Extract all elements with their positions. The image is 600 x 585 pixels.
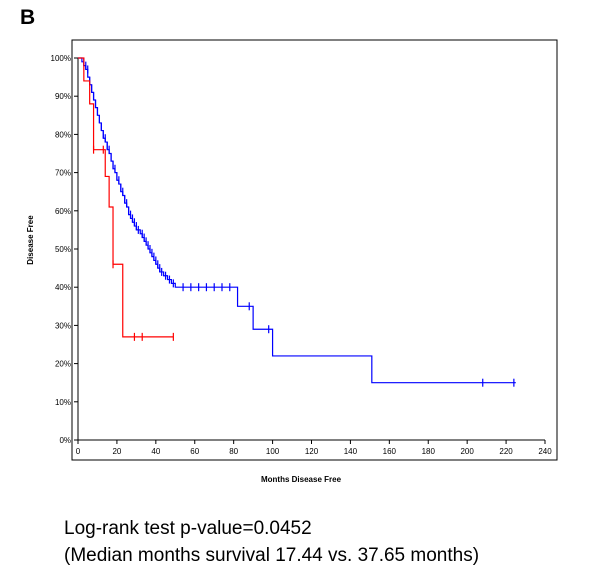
y-tick-label: 50% xyxy=(55,245,71,254)
x-tick-label: 220 xyxy=(499,447,513,456)
y-ticks: 0% 10% 20% 30% 40% 50% 60% 70% 80% 90% 100% xyxy=(51,54,78,445)
x-tick-label: 160 xyxy=(383,447,397,456)
y-tick-label: 10% xyxy=(55,398,71,407)
x-tick-label: 80 xyxy=(229,447,238,456)
y-tick-label: 60% xyxy=(55,207,71,216)
x-tick-label: 0 xyxy=(76,447,81,456)
x-axis-label: Months Disease Free xyxy=(261,475,342,484)
series-layer xyxy=(78,57,516,387)
x-tick-label: 60 xyxy=(190,447,199,456)
y-tick-label: 20% xyxy=(55,360,71,369)
km-chart: 0 20 40 60 80 100 120 140 160 180 200 220 240 0% 10% 2… xyxy=(26,39,558,484)
y-tick-label: 100% xyxy=(51,54,71,63)
y-tick-label: 80% xyxy=(55,130,71,139)
y-tick-label: 90% xyxy=(55,92,71,101)
y-tick-label: 0% xyxy=(59,436,71,445)
x-tick-label: 20 xyxy=(112,447,121,456)
x-tick-label: 240 xyxy=(538,447,552,456)
median-caption: (Median months survival 17.44 vs. 37.65 … xyxy=(64,545,480,566)
logrank-caption: Log-rank test p-value=0.0452 xyxy=(64,518,312,539)
series-1-line xyxy=(78,57,516,384)
x-tick-label: 140 xyxy=(344,447,358,456)
y-axis-label: Disease Free xyxy=(26,215,35,265)
x-tick-label: 180 xyxy=(422,447,436,456)
y-tick-label: 30% xyxy=(55,321,71,330)
series-2-line xyxy=(78,57,174,338)
panel-label: B xyxy=(20,6,36,29)
plot-frame xyxy=(71,39,558,461)
x-tick-label: 200 xyxy=(460,447,474,456)
y-tick-label: 40% xyxy=(55,283,71,292)
x-ticks: 0 20 40 60 80 100 120 140 160 180 200 220 240 xyxy=(76,440,552,456)
x-tick-label: 100 xyxy=(266,447,280,456)
x-tick-label: 120 xyxy=(305,447,319,456)
y-tick-label: 70% xyxy=(55,169,71,178)
x-tick-label: 40 xyxy=(151,447,160,456)
